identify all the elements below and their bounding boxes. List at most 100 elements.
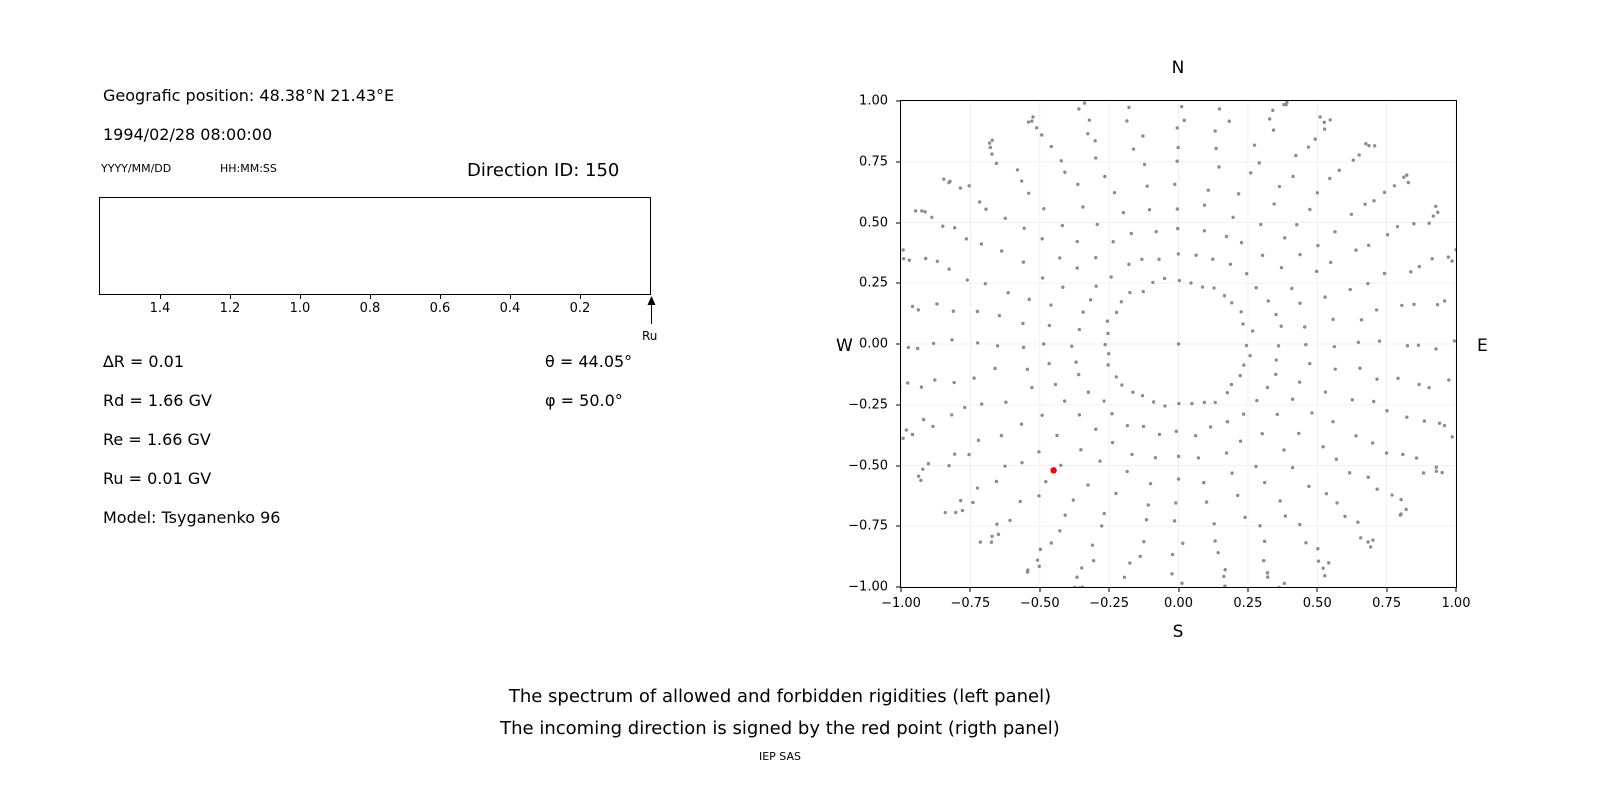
direction-dot (1090, 543, 1095, 547)
direction-dot (1382, 271, 1387, 276)
direction-dot (1087, 118, 1092, 122)
y-tick-mark (896, 161, 900, 163)
direction-dot (1049, 541, 1053, 545)
direction-dot (1414, 456, 1419, 460)
direction-dot (1021, 321, 1025, 326)
direction-dot (1224, 234, 1229, 239)
direction-dot (1327, 561, 1331, 565)
direction-dot (1131, 147, 1136, 151)
direction-dot (1241, 322, 1245, 326)
direction-dot (1049, 144, 1053, 149)
direction-dot (1128, 561, 1132, 565)
direction-dot (1271, 108, 1275, 113)
direction-dot (960, 508, 965, 513)
direction-dot (1304, 342, 1308, 347)
compass-east-label: E (1477, 336, 1488, 356)
direction-dot (994, 479, 999, 484)
direction-dot (1216, 550, 1220, 555)
direction-dot (1371, 399, 1376, 404)
direction-dot (1175, 126, 1179, 130)
direction-dot (923, 210, 927, 214)
x-tick-label: −0.75 (950, 596, 991, 611)
direction-dot (1037, 564, 1041, 569)
direction-dot (995, 344, 1000, 348)
direction-dot (1366, 540, 1370, 544)
direction-dot (1442, 299, 1447, 303)
y-tick-mark (896, 404, 900, 406)
direction-dot (1217, 165, 1221, 169)
direction-dot (1371, 538, 1375, 542)
direction-dot (1142, 539, 1146, 544)
direction-dot (952, 226, 957, 230)
direction-dot (1263, 480, 1267, 485)
direction-dot (1008, 518, 1012, 523)
direction-scatter-plot (898, 100, 1458, 590)
direction-dot (1138, 554, 1142, 559)
direction-dot (1245, 271, 1249, 276)
x-tick-label: 0.00 (1164, 596, 1193, 611)
direction-dot (1055, 433, 1059, 438)
direction-dot (1310, 411, 1314, 415)
direction-dot (1316, 547, 1320, 551)
direction-dot (1130, 452, 1134, 457)
direction-dot (1306, 145, 1311, 149)
direction-dot (1114, 310, 1119, 315)
direction-dot (1040, 133, 1044, 137)
spectrum-plot-box (99, 197, 651, 295)
y-tick-label: −0.50 (848, 458, 888, 473)
direction-dot (987, 141, 992, 145)
spectrum-tick-label: 1.2 (219, 301, 241, 316)
direction-dot (988, 145, 992, 150)
direction-dot (1174, 429, 1178, 434)
direction-dot (1422, 419, 1427, 423)
x-tick-label: −1.00 (881, 596, 921, 611)
direction-dot (1102, 399, 1106, 403)
spectrum-tick-mark (230, 295, 231, 299)
direction-dot (975, 309, 980, 314)
direction-dot (1440, 470, 1444, 475)
direction-dot (1094, 427, 1098, 431)
direction-dot (1447, 378, 1451, 382)
direction-dot (906, 381, 910, 385)
direction-dot (1075, 575, 1079, 579)
direction-dot (1332, 344, 1337, 349)
direction-dot (1103, 174, 1107, 179)
direction-dot (1430, 257, 1434, 261)
direction-dot (1323, 390, 1328, 394)
direction-dot (1375, 377, 1379, 381)
direction-dot (1190, 401, 1194, 406)
direction-dot (1283, 514, 1288, 518)
x-tick-mark (900, 588, 902, 592)
parameter-text: ∆R = 0.01 (103, 352, 185, 371)
direction-dot (1258, 524, 1262, 528)
direction-dot (1129, 231, 1134, 236)
direction-dot (907, 258, 912, 262)
direction-dot (1372, 199, 1376, 203)
y-tick-label: 0.25 (859, 275, 888, 291)
direction-dot (1176, 477, 1181, 481)
y-tick-label: −0.25 (848, 397, 888, 413)
direction-dot (1304, 541, 1308, 545)
direction-dot (1366, 243, 1371, 248)
direction-dot (910, 432, 915, 437)
direction-dot (1366, 475, 1370, 479)
direction-dot (1337, 168, 1341, 172)
direction-dot (1074, 360, 1078, 364)
direction-dot (1417, 264, 1421, 269)
direction-dot (1176, 252, 1181, 256)
direction-dot (1073, 585, 1077, 589)
direction-dot (1176, 145, 1180, 150)
direction-dot (947, 464, 951, 468)
direction-dot (999, 433, 1004, 438)
direction-dot (1075, 239, 1079, 244)
direction-dot (1402, 175, 1406, 179)
direction-dot (1401, 452, 1405, 457)
direction-dot (1099, 524, 1104, 528)
direction-dot (948, 179, 952, 184)
direction-dot (1230, 471, 1234, 475)
compass-west-label: W (836, 336, 853, 356)
direction-dot (1322, 127, 1327, 131)
direction-dot (916, 308, 921, 312)
direction-dot (1154, 229, 1158, 234)
direction-dot (1106, 331, 1110, 336)
